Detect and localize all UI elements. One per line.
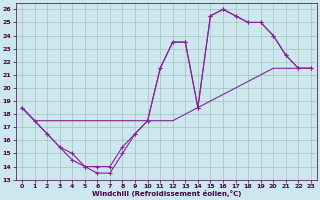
X-axis label: Windchill (Refroidissement éolien,°C): Windchill (Refroidissement éolien,°C) [92, 190, 241, 197]
